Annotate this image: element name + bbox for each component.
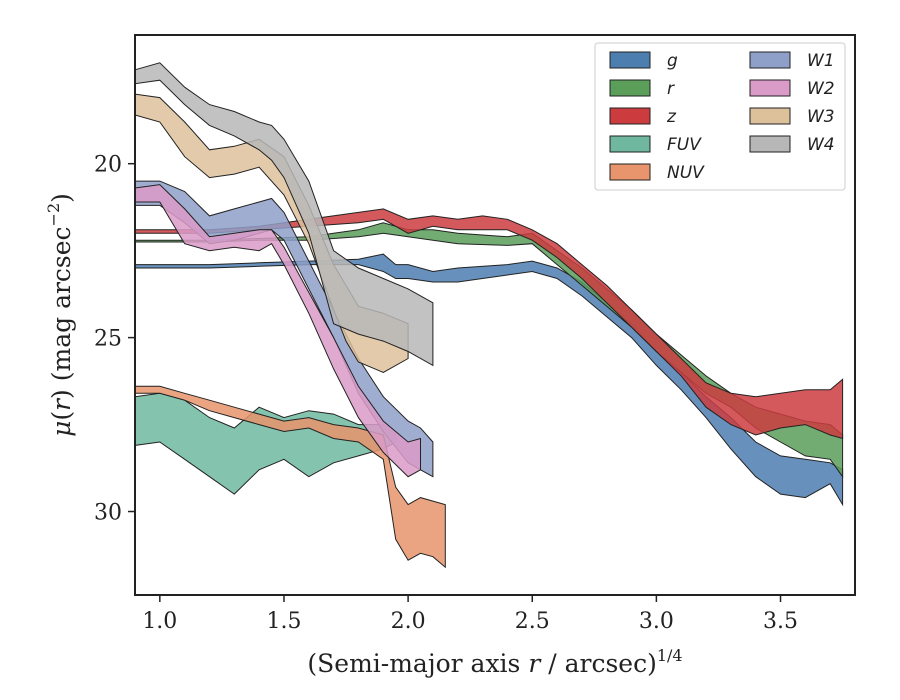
series-areas	[134, 62, 844, 569]
legend-label-r: r	[667, 79, 675, 99]
x-tick-label: 1.5	[266, 609, 301, 634]
series-band-r	[134, 222, 844, 479]
plot-frame	[134, 34, 856, 596]
legend-label-w3: W3	[807, 107, 835, 127]
x-tick-label: 1.0	[142, 609, 177, 634]
x-tick-label: 2.0	[391, 609, 426, 634]
legend-label-w1: W1	[807, 51, 835, 71]
y-axis-ticks: 20 25 30	[94, 153, 135, 526]
series-band-g	[134, 253, 844, 507]
legend-label-nuv: NUV	[667, 163, 705, 183]
legend: grz FUV NUV W1 W2 W3 W4	[594, 42, 846, 191]
legend-swatch-w1	[749, 51, 791, 69]
y-tick-label: 20	[94, 153, 122, 178]
series-band-w2	[134, 184, 421, 478]
x-axis-label: (Semi-major axis r / arcsec)1/4	[307, 646, 682, 678]
legend-label-w4: W4	[807, 135, 835, 155]
legend-swatch-g	[609, 51, 651, 69]
x-axis-ticks: 1.0 1.5 2.0 2.5 3.0 3.5	[142, 595, 798, 634]
legend-swatch-r	[609, 79, 651, 97]
legend-swatch-nuv	[609, 163, 651, 181]
y-tick-label: 25	[94, 327, 122, 352]
y-axis-label: μ(r) (mag arcsec−2)	[44, 193, 76, 437]
legend-label-z: z	[666, 107, 677, 127]
x-tick-label: 2.5	[515, 609, 550, 634]
legend-label-fuv: FUV	[667, 135, 702, 155]
legend-label-g: g	[667, 51, 678, 71]
x-tick-label: 3.0	[639, 609, 674, 634]
series-band-w4	[134, 62, 434, 367]
x-tick-label: 3.5	[763, 609, 798, 634]
y-tick-label: 30	[94, 501, 122, 526]
legend-swatch-z	[609, 107, 651, 125]
legend-swatch-w4	[749, 135, 791, 153]
legend-swatch-w2	[749, 79, 791, 97]
legend-swatch-fuv	[609, 135, 651, 153]
legend-label-w2: W2	[807, 79, 835, 99]
legend-swatch-w3	[749, 107, 791, 125]
series-band-nuv	[134, 385, 446, 569]
